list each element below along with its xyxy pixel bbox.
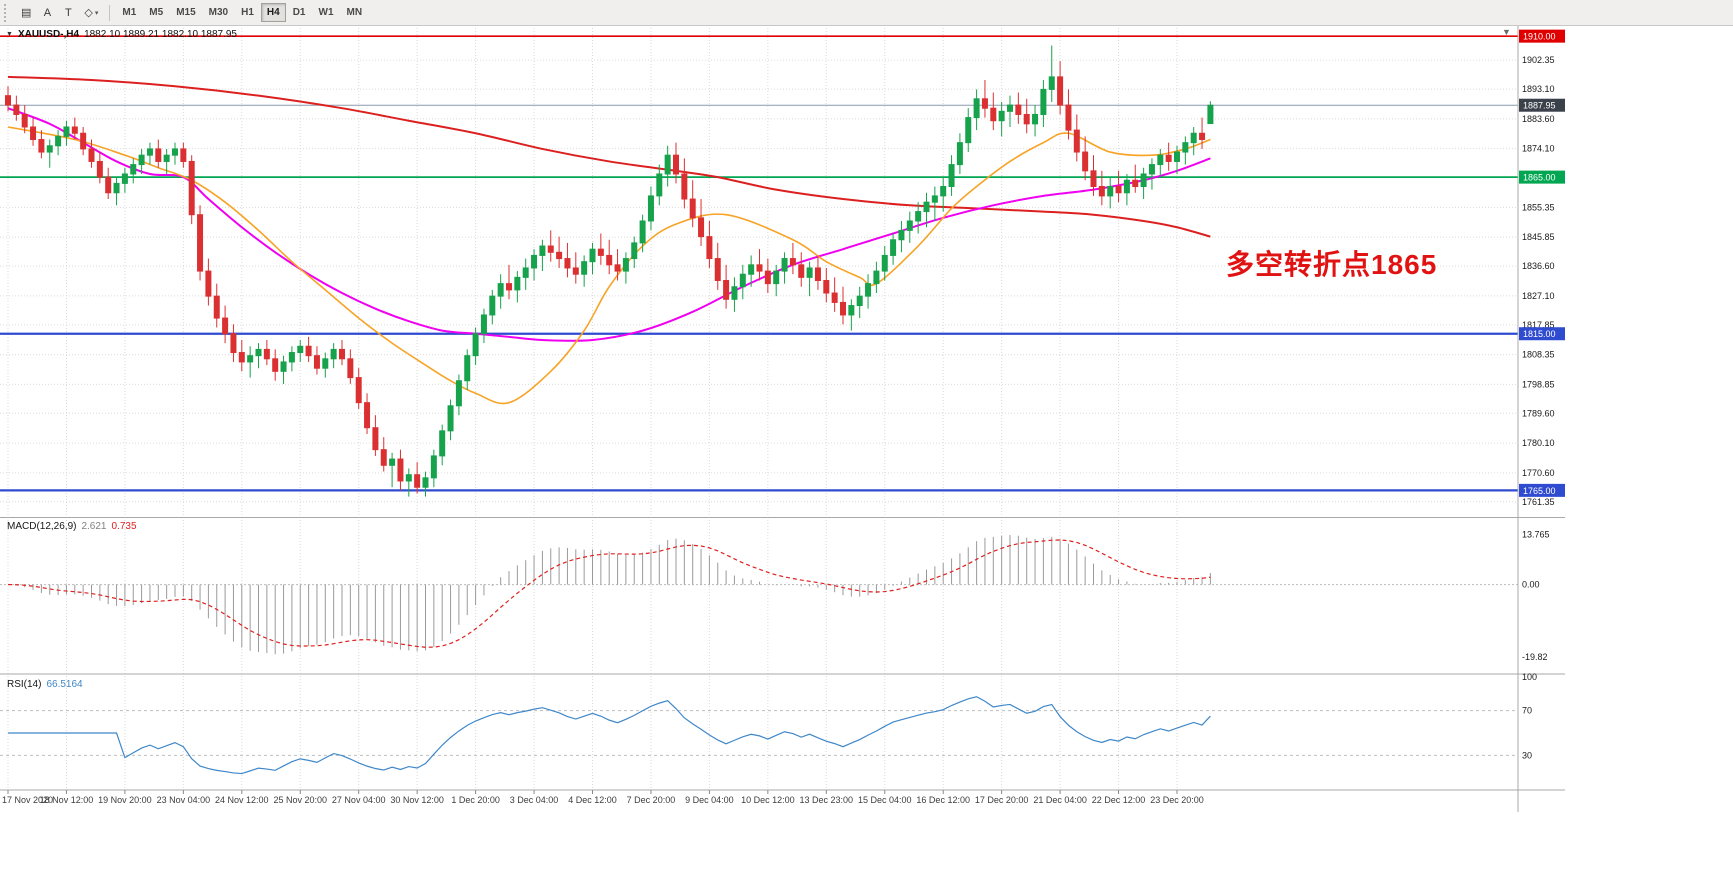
- svg-text:18 Nov 12:00: 18 Nov 12:00: [40, 795, 94, 805]
- svg-text:19 Nov 20:00: 19 Nov 20:00: [98, 795, 152, 805]
- pivot-line-1865-badge: [1519, 170, 1565, 184]
- svg-text:1 Dec 20:00: 1 Dec 20:00: [451, 795, 500, 805]
- svg-text:1798.85: 1798.85: [1522, 379, 1555, 389]
- bid-price-line-badge: [1519, 98, 1565, 112]
- chart-annotation-text: 多空转折点1865: [1226, 249, 1438, 280]
- chart-title: ▼ XAUUSD-,H4 1882.10 1889.21 1882.10 188…: [6, 29, 237, 40]
- timeframe-w1-button[interactable]: W1: [313, 3, 340, 22]
- toolbar-separator: [109, 4, 111, 21]
- timeframe-mn-button[interactable]: MN: [341, 3, 369, 22]
- svg-text:0.00: 0.00: [1522, 580, 1540, 590]
- rsi-pane: [0, 696, 1518, 775]
- rsi-value: 66.5164: [46, 679, 83, 690]
- svg-text:1817.85: 1817.85: [1522, 320, 1555, 330]
- ma-fast-orange: [7, 126, 1211, 405]
- timeframe-m1-button[interactable]: M1: [116, 3, 142, 22]
- svg-text:1827.10: 1827.10: [1522, 291, 1555, 301]
- chart-ohlc-values: 1882.10 1889.21 1882.10 1887.95: [84, 29, 237, 40]
- macd-indicator-label: MACD(12,26,9) 2.621 0.735: [7, 521, 142, 532]
- svg-text:3 Dec 04:00: 3 Dec 04:00: [510, 795, 559, 805]
- svg-text:4 Dec 12:00: 4 Dec 12:00: [568, 795, 617, 805]
- macd-signal-line: [7, 539, 1211, 648]
- support-line-1815-badge: [1519, 327, 1565, 341]
- horizontal-level-lines: [0, 35, 1518, 492]
- svg-text:1761.35: 1761.35: [1522, 497, 1555, 507]
- svg-text:17 Nov 2020: 17 Nov 2020: [2, 795, 53, 805]
- svg-text:13.765: 13.765: [1522, 529, 1550, 539]
- toolbar-drag-handle[interactable]: [4, 3, 11, 22]
- svg-text:70: 70: [1522, 706, 1532, 716]
- macd-name: MACD(12,26,9): [7, 521, 77, 532]
- svg-text:23 Nov 04:00: 23 Nov 04:00: [157, 795, 211, 805]
- rsi-scale: 100 70 30: [1522, 672, 1537, 760]
- svg-text:100: 100: [1522, 672, 1537, 682]
- svg-text:1865.00: 1865.00: [1523, 173, 1556, 183]
- text-label-button[interactable]: A: [37, 3, 57, 23]
- macd-pane: [0, 534, 1518, 655]
- macd-main-value: 2.621: [81, 521, 107, 532]
- shapes-icon: ◇: [84, 7, 93, 19]
- shapes-dropdown-button[interactable]: ◇ ▾: [79, 3, 103, 23]
- ma-mid-magenta: [7, 107, 1211, 342]
- timeframe-h1-button[interactable]: H1: [235, 3, 260, 22]
- svg-text:1855.35: 1855.35: [1522, 202, 1555, 212]
- svg-text:1902.35: 1902.35: [1522, 55, 1555, 65]
- rsi-line: [8, 696, 1211, 775]
- svg-text:7 Dec 20:00: 7 Dec 20:00: [627, 795, 676, 805]
- svg-text:24 Nov 12:00: 24 Nov 12:00: [215, 795, 269, 805]
- svg-text:1836.60: 1836.60: [1522, 261, 1555, 271]
- svg-text:1845.85: 1845.85: [1522, 232, 1555, 242]
- timeframe-h4-button[interactable]: H4: [260, 3, 286, 22]
- svg-text:1815.00: 1815.00: [1523, 329, 1556, 339]
- grid: [0, 28, 1518, 790]
- support-line-1765-badge: [1519, 483, 1565, 497]
- price-scale: 1902.35 1893.10 1883.60 1874.10 1855.35 1845.…: [1519, 29, 1565, 507]
- svg-text:17 Dec 20:00: 17 Dec 20:00: [975, 795, 1029, 805]
- svg-text:30 Nov 12:00: 30 Nov 12:00: [390, 795, 444, 805]
- timeframe-m5-button[interactable]: M5: [143, 3, 169, 22]
- svg-text:1874.10: 1874.10: [1522, 144, 1555, 154]
- svg-text:27 Nov 04:00: 27 Nov 04:00: [332, 795, 386, 805]
- svg-text:1780.10: 1780.10: [1522, 438, 1555, 448]
- svg-text:30: 30: [1522, 750, 1532, 760]
- timeframe-m30-button[interactable]: M30: [203, 3, 234, 22]
- panel-borders: [0, 26, 1565, 812]
- top-toolbar: ▤ A T ◇ ▾ M1 M5 M15 M30 H1 H4 D1 W1 MN: [0, 0, 1733, 26]
- svg-text:1887.95: 1887.95: [1523, 101, 1556, 111]
- svg-text:21 Dec 04:00: 21 Dec 04:00: [1033, 795, 1087, 805]
- svg-text:1808.35: 1808.35: [1522, 350, 1555, 360]
- svg-text:25 Nov 20:00: 25 Nov 20:00: [273, 795, 327, 805]
- caret-down-icon: ▾: [94, 9, 99, 17]
- symbol-dropdown-caret[interactable]: ▼: [6, 31, 13, 38]
- svg-text:22 Dec 12:00: 22 Dec 12:00: [1092, 795, 1146, 805]
- chart-shift-marker: ▼: [1502, 27, 1511, 37]
- macd-signal-value: 0.735: [111, 521, 137, 532]
- rsi-name: RSI(14): [7, 679, 42, 690]
- svg-text:1789.60: 1789.60: [1522, 408, 1555, 418]
- svg-text:10 Dec 12:00: 10 Dec 12:00: [741, 795, 795, 805]
- svg-text:1883.60: 1883.60: [1522, 114, 1555, 124]
- chart-symbol-label: XAUUSD-,H4: [17, 29, 80, 40]
- svg-text:1893.10: 1893.10: [1522, 84, 1555, 94]
- svg-text:1765.00: 1765.00: [1523, 486, 1556, 496]
- timeframe-d1-button[interactable]: D1: [287, 3, 312, 22]
- line-studies-button[interactable]: ▤: [16, 3, 36, 23]
- svg-text:9 Dec 04:00: 9 Dec 04:00: [685, 795, 734, 805]
- resistance-line-1910-badge: [1519, 29, 1565, 43]
- svg-text:15 Dec 04:00: 15 Dec 04:00: [858, 795, 912, 805]
- svg-text:-19.82: -19.82: [1522, 652, 1548, 662]
- text-tool-button[interactable]: T: [58, 3, 78, 23]
- svg-text:1910.00: 1910.00: [1523, 32, 1556, 42]
- macd-scale: 13.765 0.00 -19.82: [1522, 529, 1550, 661]
- rsi-indicator-label: RSI(14) 66.5164: [7, 679, 88, 690]
- svg-text:13 Dec 23:00: 13 Dec 23:00: [800, 795, 854, 805]
- svg-text:16 Dec 12:00: 16 Dec 12:00: [916, 795, 970, 805]
- svg-text:1770.60: 1770.60: [1522, 468, 1555, 478]
- svg-text:23 Dec 20:00: 23 Dec 20:00: [1150, 795, 1204, 805]
- ma-slow-red: [7, 75, 1211, 238]
- timeframe-m15-button[interactable]: M15: [170, 3, 201, 22]
- candlestick-series: [5, 45, 1214, 497]
